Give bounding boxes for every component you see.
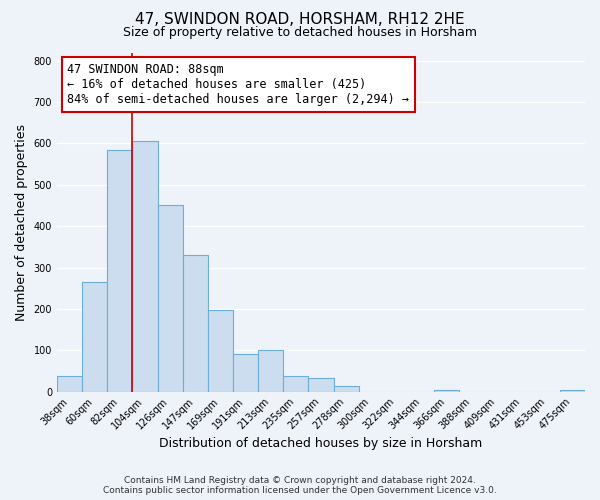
Bar: [308, 378, 334, 392]
Text: Contains HM Land Registry data © Crown copyright and database right 2024.
Contai: Contains HM Land Registry data © Crown c…: [103, 476, 497, 495]
Y-axis label: Number of detached properties: Number of detached properties: [15, 124, 28, 320]
Bar: [334, 386, 359, 392]
Bar: [283, 376, 308, 392]
Bar: [434, 390, 459, 392]
Bar: [107, 150, 133, 392]
Bar: [233, 354, 258, 392]
Bar: [208, 310, 233, 392]
Text: 47, SWINDON ROAD, HORSHAM, RH12 2HE: 47, SWINDON ROAD, HORSHAM, RH12 2HE: [135, 12, 465, 28]
Text: Size of property relative to detached houses in Horsham: Size of property relative to detached ho…: [123, 26, 477, 39]
Text: 47 SWINDON ROAD: 88sqm
← 16% of detached houses are smaller (425)
84% of semi-de: 47 SWINDON ROAD: 88sqm ← 16% of detached…: [67, 62, 409, 106]
Bar: [182, 255, 208, 392]
Bar: [133, 142, 158, 392]
Bar: [560, 390, 585, 392]
Bar: [258, 350, 283, 392]
X-axis label: Distribution of detached houses by size in Horsham: Distribution of detached houses by size …: [160, 437, 482, 450]
Bar: [82, 282, 107, 392]
Bar: [158, 204, 182, 392]
Bar: [57, 376, 82, 392]
